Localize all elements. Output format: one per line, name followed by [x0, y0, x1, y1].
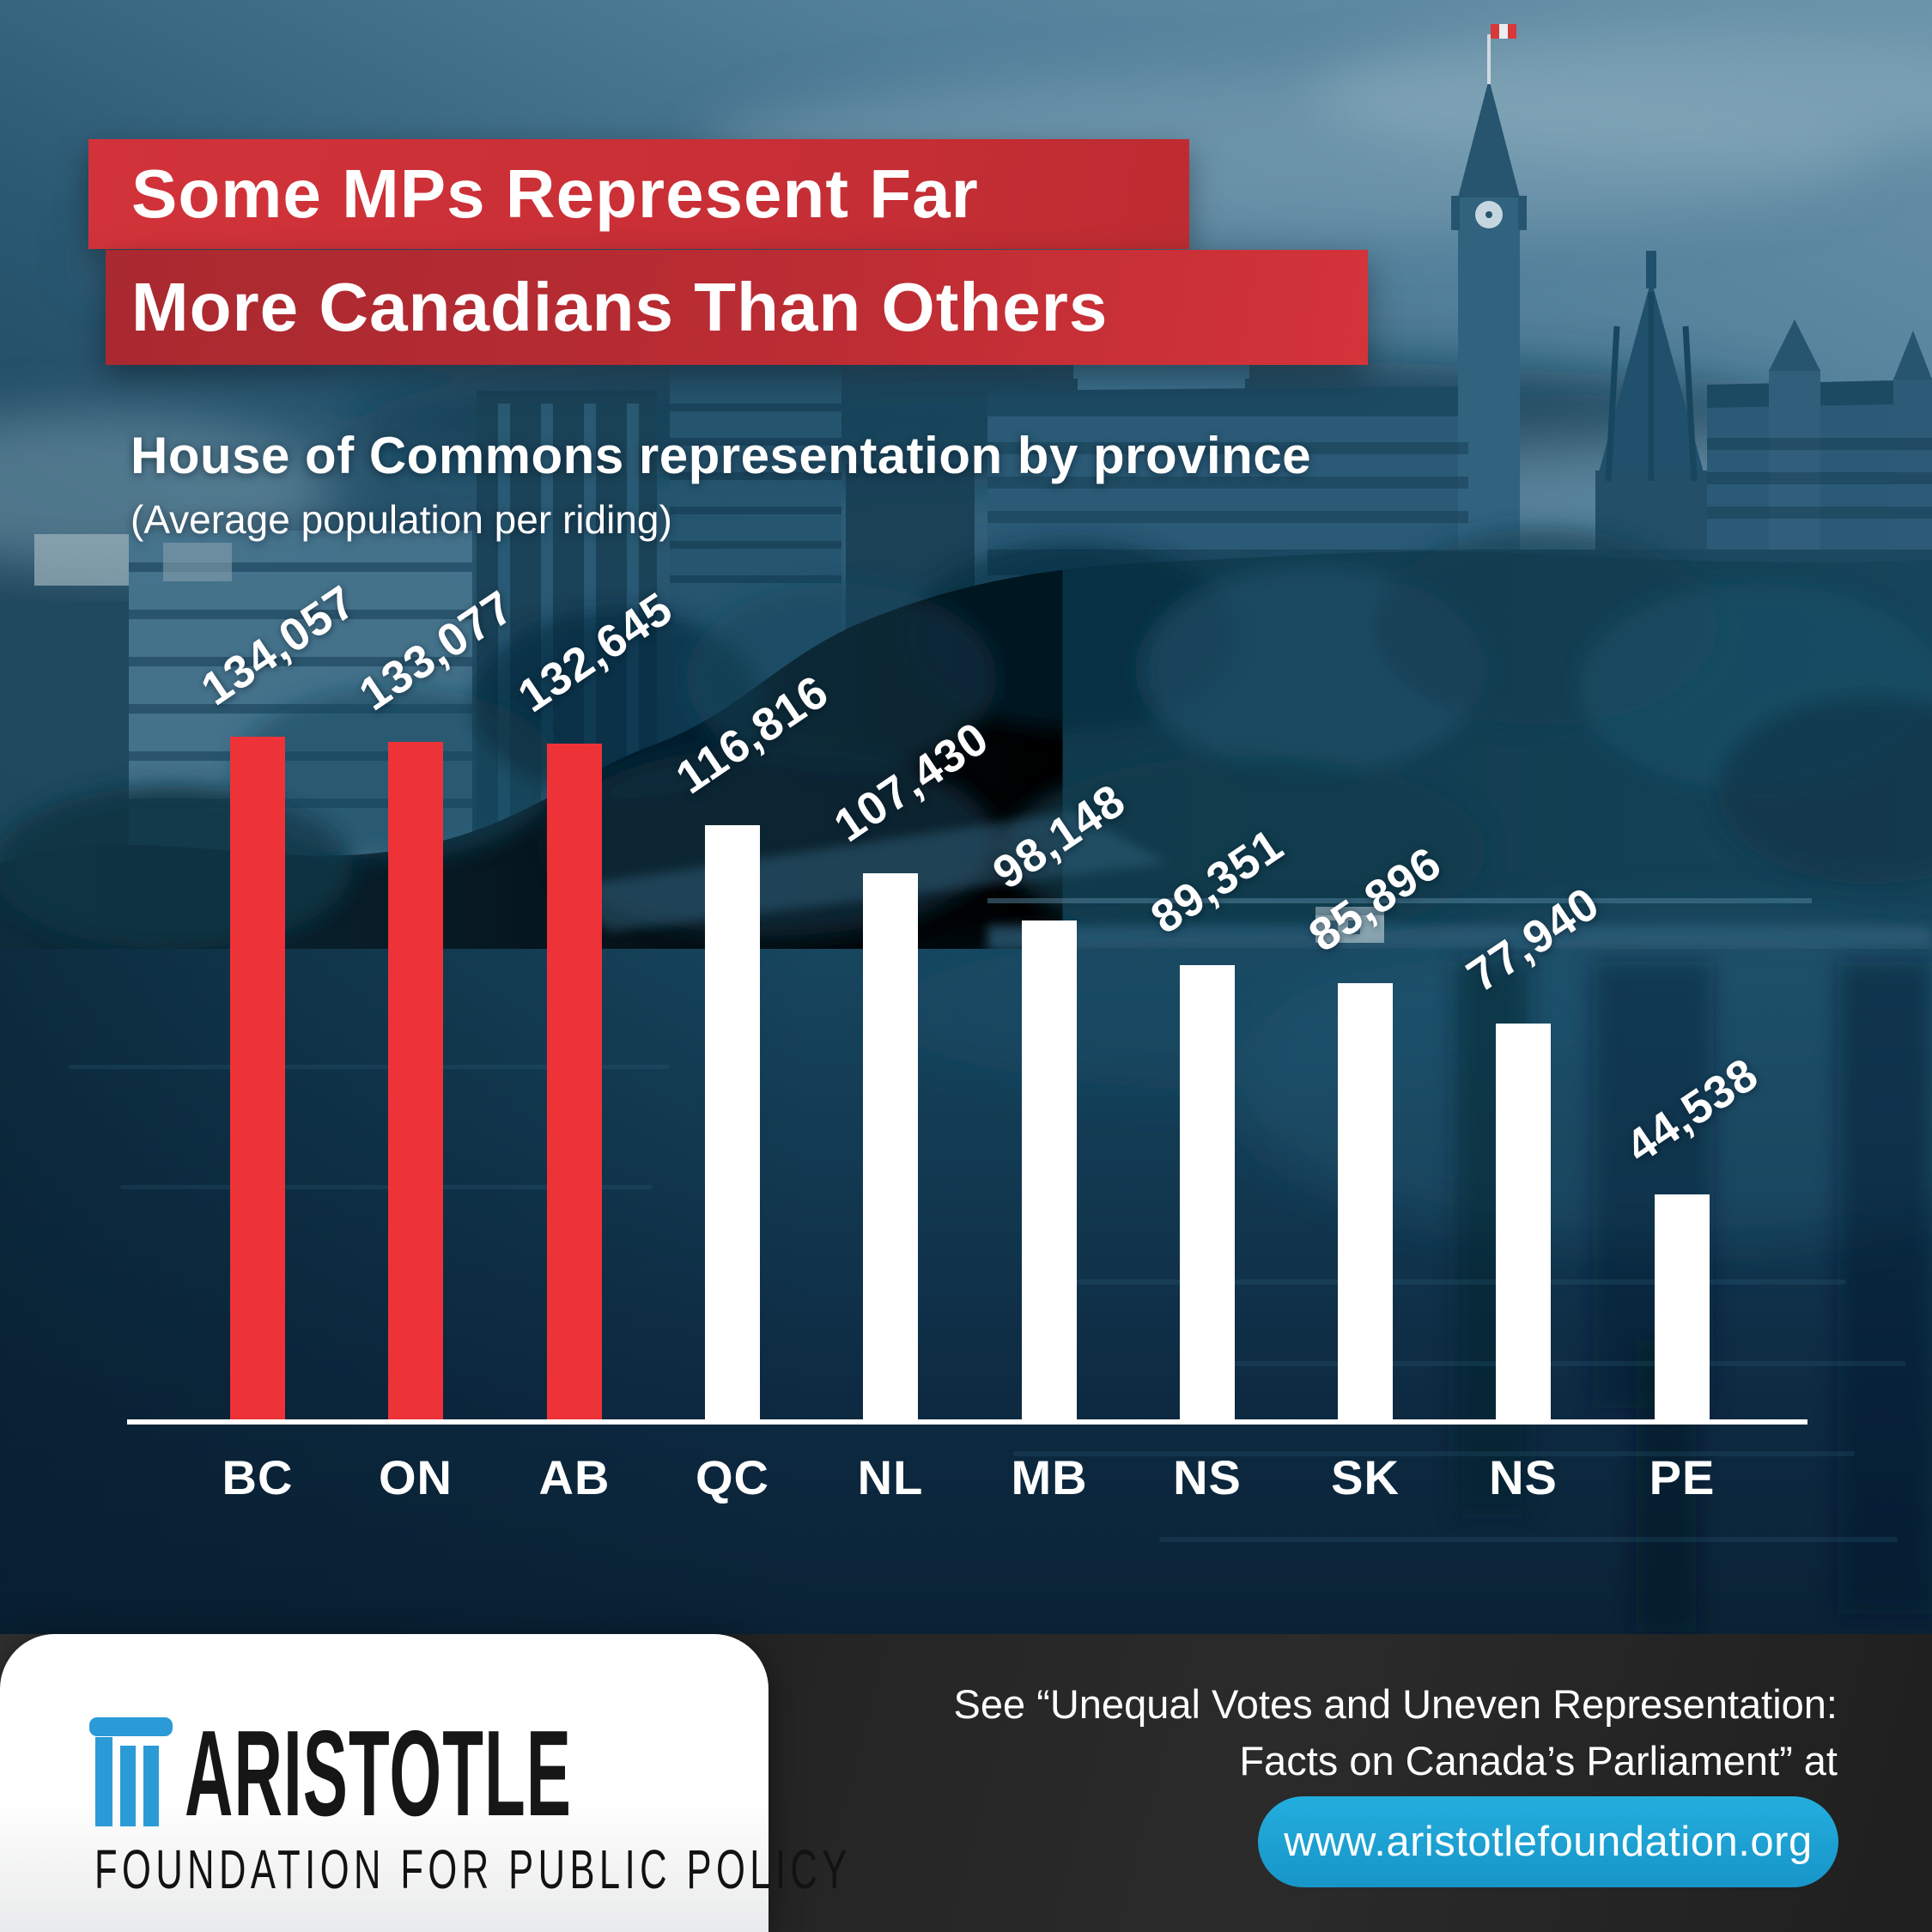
citation-text: See “Unequal Votes and Uneven Representa… — [902, 1676, 1838, 1789]
logo-tagline: FOUNDATION FOR PUBLIC POLICY — [94, 1838, 852, 1900]
x-axis-line — [127, 1419, 1807, 1425]
citation-line2: Facts on Canada’s Parliament” at — [1239, 1738, 1838, 1783]
bar-AB-2 — [547, 744, 602, 1422]
bar-MB-5 — [1022, 920, 1077, 1422]
headline-line1-block: Some MPs Represent Far — [88, 139, 1189, 249]
chart-subtitle: (Average population per riding) — [131, 497, 672, 542]
bar-BC-0 — [230, 737, 285, 1422]
citation-line1: See “Unequal Votes and Uneven Representa… — [953, 1681, 1838, 1727]
boathouse — [1315, 907, 1384, 943]
logo-wordmark: ARISTOTLE — [185, 1705, 573, 1842]
value-label-8: 77,940 — [1457, 877, 1609, 1003]
value-label-5: 98,148 — [983, 774, 1135, 900]
value-label-7: 85,896 — [1299, 836, 1451, 963]
category-label-4: NL — [857, 1450, 924, 1504]
category-label-7: SK — [1331, 1450, 1400, 1504]
bar-SK-7 — [1338, 983, 1393, 1422]
tower-reflections — [1455, 962, 1932, 1631]
category-label-9: PE — [1649, 1450, 1716, 1504]
headline-line1: Some MPs Represent Far — [131, 155, 979, 232]
bar-QC-3 — [705, 825, 760, 1422]
bar-NL-4 — [863, 873, 918, 1422]
value-label-3: 116,816 — [666, 665, 838, 805]
value-label-9: 44,538 — [1616, 1048, 1768, 1174]
category-label-2: AB — [538, 1450, 611, 1504]
category-label-0: BC — [222, 1450, 294, 1504]
bar-PE-9 — [1655, 1194, 1710, 1422]
value-label-4: 107,430 — [824, 712, 999, 853]
canada-flag-icon — [1491, 24, 1516, 39]
headline-line2-block: More Canadians Than Others — [106, 250, 1368, 365]
value-label-0: 134,057 — [191, 575, 366, 716]
category-label-6: NS — [1173, 1450, 1242, 1504]
headline-line2: More Canadians Than Others — [131, 269, 1109, 345]
bar-ON-1 — [388, 742, 443, 1422]
value-label-2: 132,645 — [508, 582, 683, 723]
bar-NS-8 — [1496, 1024, 1551, 1422]
value-label-1: 133,077 — [349, 580, 524, 721]
url-button[interactable]: www.aristotlefoundation.org — [1258, 1796, 1838, 1887]
category-label-1: ON — [379, 1450, 453, 1504]
category-label-8: NS — [1489, 1450, 1558, 1504]
category-label-3: QC — [696, 1450, 769, 1504]
value-label-6: 89,351 — [1141, 818, 1293, 945]
chart-title: House of Commons representation by provi… — [131, 427, 1312, 484]
bar-NS-6 — [1180, 965, 1235, 1422]
category-label-5: MB — [1011, 1450, 1088, 1504]
